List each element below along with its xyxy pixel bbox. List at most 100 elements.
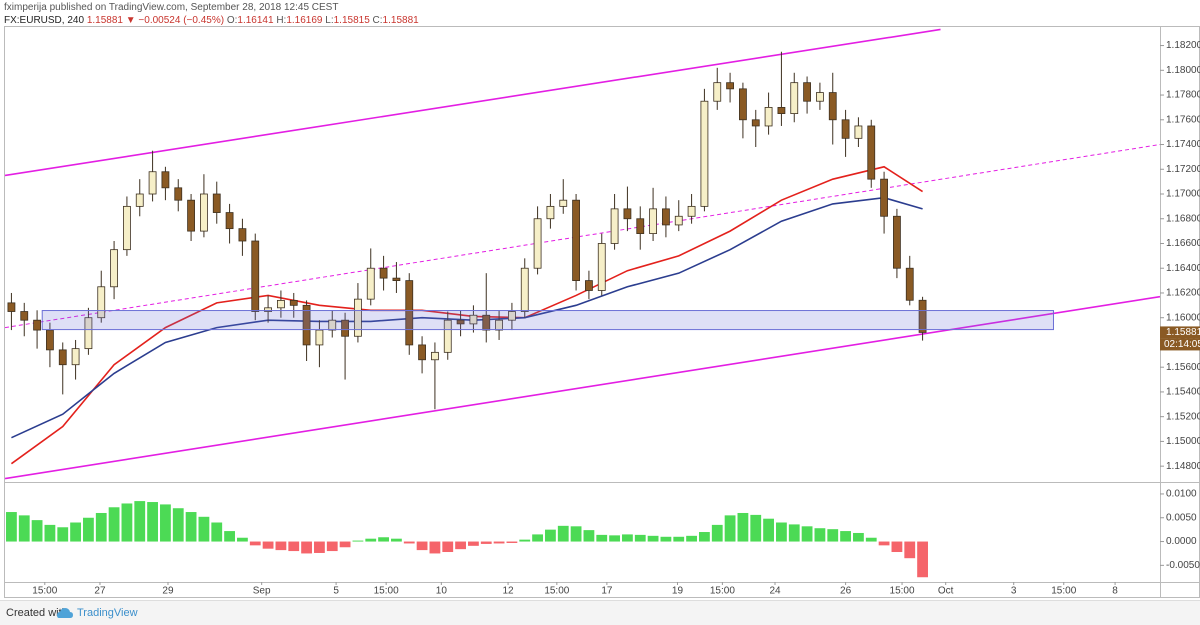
histogram-bar bbox=[660, 536, 672, 542]
trend-line bbox=[5, 295, 1160, 480]
candle-body bbox=[46, 329, 54, 351]
histogram-bar bbox=[262, 541, 274, 549]
candle-body bbox=[662, 208, 670, 226]
candle-body bbox=[379, 267, 388, 279]
histogram-bar bbox=[339, 541, 351, 548]
candle-body bbox=[597, 243, 606, 291]
candle-body bbox=[469, 314, 478, 325]
candle-body bbox=[585, 280, 593, 291]
candle-body bbox=[110, 249, 118, 288]
x-tick-label: Sep bbox=[253, 586, 271, 597]
histogram-bar bbox=[185, 512, 197, 542]
x-tick-label: 29 bbox=[162, 586, 174, 597]
x-tick-label: 24 bbox=[769, 586, 781, 597]
symbol-line: FX:EURUSD, 240 1.15881 ▼ −0.00524 (−0.45… bbox=[4, 14, 419, 27]
histogram-bar bbox=[249, 541, 261, 546]
candle-body bbox=[610, 208, 619, 244]
y-tick-label: -0.0050 bbox=[1166, 560, 1200, 571]
histogram-bar bbox=[480, 541, 492, 544]
histogram-bar bbox=[57, 527, 69, 542]
candle-body bbox=[764, 107, 773, 127]
candle-body bbox=[841, 119, 850, 139]
candle-body bbox=[354, 298, 362, 337]
histogram-bar bbox=[160, 504, 171, 542]
candle-body bbox=[456, 319, 465, 325]
candle-body bbox=[880, 178, 888, 217]
histogram-bar bbox=[917, 541, 928, 578]
histogram-bar bbox=[31, 520, 43, 542]
author[interactable]: fximperija bbox=[4, 2, 47, 13]
candle-body bbox=[905, 267, 914, 301]
l-label: L: bbox=[325, 15, 334, 26]
x-tick-label: 10 bbox=[436, 586, 448, 597]
candle-body bbox=[700, 100, 709, 207]
histogram-bar bbox=[6, 512, 17, 542]
candle-body bbox=[559, 199, 568, 207]
histogram-bar bbox=[134, 501, 146, 542]
candle-body bbox=[739, 88, 747, 121]
histogram-bar bbox=[545, 529, 556, 542]
histogram-bar bbox=[275, 541, 287, 551]
candle-body bbox=[315, 329, 324, 346]
candle-body bbox=[174, 187, 183, 201]
candle-body bbox=[392, 277, 401, 281]
histogram-bar bbox=[776, 522, 787, 542]
histogram-bar bbox=[288, 541, 300, 552]
candle-body bbox=[341, 319, 349, 337]
histogram-bar bbox=[326, 541, 338, 552]
histogram-bar bbox=[891, 541, 903, 553]
y-tick-label: 1.15400 bbox=[1166, 387, 1200, 398]
y-tick-label: 0.0050 bbox=[1166, 512, 1197, 523]
h-label: H: bbox=[276, 15, 287, 26]
candle-body bbox=[418, 344, 426, 361]
symbol: FX:EURUSD, 240 bbox=[4, 15, 85, 26]
histogram-bar bbox=[352, 540, 364, 542]
x-tick-label: Oct bbox=[938, 586, 954, 597]
chart: 1.14800 1.15000 1.15200 1.15400 1.15600 1.158… bbox=[4, 26, 1200, 598]
histogram-bar bbox=[378, 537, 389, 542]
y-tick-label: 1.17800 bbox=[1166, 90, 1200, 101]
candle-body bbox=[790, 82, 799, 114]
histogram-bar bbox=[455, 541, 466, 550]
y-tick-label: 1.14800 bbox=[1166, 461, 1200, 472]
histogram-bar bbox=[147, 502, 158, 542]
histogram-bar bbox=[83, 517, 94, 542]
candle-body bbox=[58, 349, 67, 366]
candle-body bbox=[135, 193, 144, 207]
created-with: Created with bbox=[6, 607, 68, 619]
y-tick-label: 1.16600 bbox=[1166, 238, 1200, 249]
y-tick-label: 1.17400 bbox=[1166, 139, 1200, 150]
candle-body bbox=[751, 119, 760, 127]
histogram-bar bbox=[532, 534, 543, 542]
x-tick-label: 15:00 bbox=[890, 586, 915, 597]
candle-body bbox=[33, 319, 41, 331]
open: 1.16141 bbox=[237, 15, 274, 26]
main-pane bbox=[5, 28, 1160, 480]
histogram-bar bbox=[724, 515, 736, 542]
y-tick-label: 1.15000 bbox=[1166, 436, 1200, 447]
axes: 1.14800 1.15000 1.15200 1.15400 1.15600 1.158… bbox=[32, 40, 1200, 597]
histogram-bar bbox=[224, 531, 235, 542]
candle-body bbox=[687, 205, 696, 217]
histogram-bar bbox=[391, 538, 402, 542]
x-tick-label: 15:00 bbox=[544, 586, 569, 597]
histogram-bar bbox=[314, 541, 325, 553]
candle-body bbox=[123, 205, 131, 251]
histogram-bar bbox=[699, 532, 710, 542]
candle-body bbox=[187, 199, 195, 232]
candle-body bbox=[148, 171, 157, 195]
candle-body bbox=[289, 299, 298, 306]
candle-body bbox=[726, 82, 734, 90]
countdown-tag bbox=[1160, 338, 1200, 351]
candle-body bbox=[225, 212, 234, 230]
histogram-bar bbox=[609, 535, 620, 542]
candle-body bbox=[84, 317, 93, 350]
candle-body bbox=[893, 215, 901, 269]
histogram-bar bbox=[647, 535, 659, 542]
candle-body bbox=[816, 92, 824, 102]
candle-body bbox=[854, 125, 863, 139]
y-tick-label: 1.18200 bbox=[1166, 40, 1200, 51]
histogram-bar bbox=[237, 537, 248, 542]
candle-body bbox=[277, 299, 285, 309]
brand[interactable]: TradingView bbox=[77, 607, 138, 619]
